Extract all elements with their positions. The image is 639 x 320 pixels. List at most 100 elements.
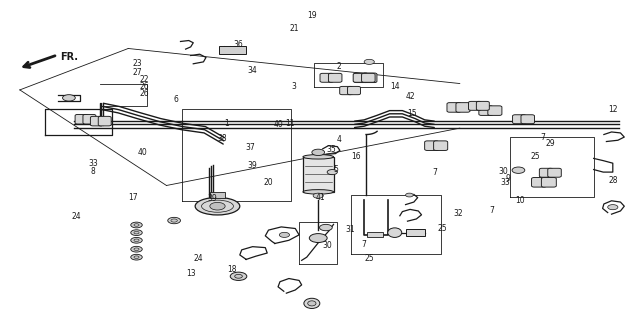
Circle shape xyxy=(131,222,142,228)
Text: 40: 40 xyxy=(273,120,283,129)
Text: 31: 31 xyxy=(345,225,355,234)
Circle shape xyxy=(279,232,289,237)
Ellipse shape xyxy=(195,197,240,215)
Text: 39: 39 xyxy=(208,194,217,204)
FancyBboxPatch shape xyxy=(447,103,461,112)
Circle shape xyxy=(134,224,139,226)
Text: 41: 41 xyxy=(340,87,350,96)
FancyBboxPatch shape xyxy=(353,73,367,82)
FancyBboxPatch shape xyxy=(512,115,526,124)
FancyBboxPatch shape xyxy=(98,116,111,126)
Text: 17: 17 xyxy=(128,193,138,202)
FancyBboxPatch shape xyxy=(532,178,546,187)
Bar xyxy=(406,229,425,236)
Text: 11: 11 xyxy=(285,119,295,128)
Circle shape xyxy=(131,237,142,243)
Text: 4: 4 xyxy=(336,135,341,144)
Circle shape xyxy=(540,180,548,184)
FancyBboxPatch shape xyxy=(539,168,553,177)
Text: 30: 30 xyxy=(498,167,508,176)
Text: 7: 7 xyxy=(540,133,545,142)
Circle shape xyxy=(230,272,247,280)
Circle shape xyxy=(362,76,369,80)
FancyBboxPatch shape xyxy=(521,115,534,124)
Circle shape xyxy=(134,231,139,234)
Text: 20: 20 xyxy=(264,178,273,187)
Circle shape xyxy=(235,274,242,278)
Text: 27: 27 xyxy=(133,68,142,77)
Text: 40: 40 xyxy=(137,148,147,157)
Text: 28: 28 xyxy=(608,176,617,185)
Circle shape xyxy=(520,117,527,121)
FancyBboxPatch shape xyxy=(340,86,353,95)
FancyBboxPatch shape xyxy=(548,168,561,177)
Circle shape xyxy=(309,234,327,243)
Circle shape xyxy=(312,149,325,156)
Text: 34: 34 xyxy=(248,66,258,75)
Text: 6: 6 xyxy=(174,95,178,104)
Circle shape xyxy=(134,239,139,242)
Circle shape xyxy=(360,76,368,80)
Circle shape xyxy=(82,117,89,121)
Text: 14: 14 xyxy=(390,82,399,91)
Circle shape xyxy=(171,219,177,222)
Text: 30: 30 xyxy=(322,241,332,250)
Circle shape xyxy=(97,119,105,123)
Text: 24: 24 xyxy=(71,212,81,221)
Text: 24: 24 xyxy=(194,254,203,263)
Text: 7: 7 xyxy=(489,206,494,215)
Text: 10: 10 xyxy=(516,196,525,205)
Text: 3: 3 xyxy=(291,82,296,91)
Text: 8: 8 xyxy=(91,167,95,176)
Circle shape xyxy=(608,204,618,210)
Text: 25: 25 xyxy=(364,254,374,263)
Circle shape xyxy=(313,193,323,198)
Bar xyxy=(210,192,225,198)
Text: 38: 38 xyxy=(218,134,227,143)
Circle shape xyxy=(134,248,139,251)
Text: FR.: FR. xyxy=(60,52,78,62)
FancyBboxPatch shape xyxy=(320,73,334,82)
Circle shape xyxy=(546,171,554,175)
Text: 42: 42 xyxy=(405,92,415,101)
FancyBboxPatch shape xyxy=(456,103,470,112)
Ellipse shape xyxy=(304,298,320,308)
Circle shape xyxy=(210,202,225,210)
Text: 5: 5 xyxy=(333,165,338,174)
FancyBboxPatch shape xyxy=(328,73,342,82)
Circle shape xyxy=(512,167,525,173)
Circle shape xyxy=(455,106,463,109)
Circle shape xyxy=(346,89,354,92)
Text: 22: 22 xyxy=(139,75,149,84)
Circle shape xyxy=(320,224,332,231)
Text: 41: 41 xyxy=(316,193,326,202)
Text: 35: 35 xyxy=(326,145,336,154)
Ellipse shape xyxy=(388,228,402,237)
FancyBboxPatch shape xyxy=(75,115,88,124)
Ellipse shape xyxy=(303,155,334,159)
Circle shape xyxy=(433,144,440,148)
Bar xyxy=(303,157,334,192)
Circle shape xyxy=(475,104,482,108)
Text: 26: 26 xyxy=(139,89,149,98)
Text: 33: 33 xyxy=(501,179,511,188)
Text: 9: 9 xyxy=(505,174,510,183)
FancyBboxPatch shape xyxy=(83,115,96,124)
Text: 7: 7 xyxy=(362,240,367,249)
Text: 2: 2 xyxy=(336,61,341,70)
Text: 39: 39 xyxy=(248,161,258,170)
Text: 12: 12 xyxy=(608,105,617,114)
FancyBboxPatch shape xyxy=(468,101,481,110)
FancyBboxPatch shape xyxy=(479,106,493,116)
Circle shape xyxy=(131,230,142,236)
Text: 32: 32 xyxy=(454,209,463,218)
FancyBboxPatch shape xyxy=(362,73,375,82)
Text: 25: 25 xyxy=(530,152,540,161)
Text: 7: 7 xyxy=(432,168,436,177)
FancyBboxPatch shape xyxy=(354,73,368,83)
Circle shape xyxy=(327,76,335,80)
FancyBboxPatch shape xyxy=(476,101,489,110)
Circle shape xyxy=(486,109,494,113)
Circle shape xyxy=(406,193,413,197)
Text: 33: 33 xyxy=(88,159,98,168)
